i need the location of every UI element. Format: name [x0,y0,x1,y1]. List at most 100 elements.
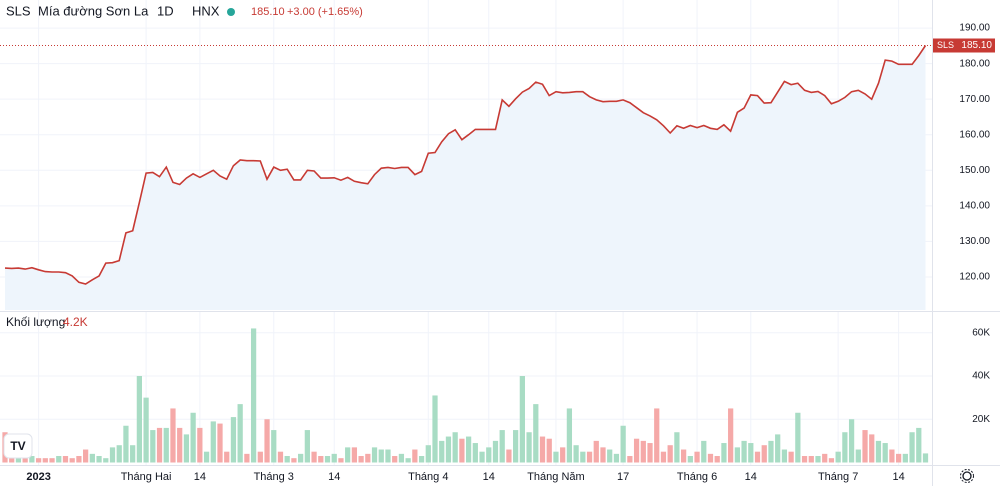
volume-bar [76,456,82,463]
volume-bar [29,456,35,463]
volume-bar [62,456,69,463]
volume-bar [136,376,142,463]
volume-bar [875,440,882,463]
volume-bar [143,397,149,463]
volume-bar [539,436,546,463]
volume-bar [600,447,606,463]
volume-bar [156,427,163,463]
volume-bar [560,447,566,463]
market-status[interactable] [227,8,235,16]
volume-bar [439,440,445,463]
volume-bar [519,376,525,463]
volume-bar [150,430,156,463]
svg-text:TV: TV [10,439,25,453]
volume-bar [405,458,411,463]
price-tag-symbol: SLS [937,40,954,50]
x-tick-label: 14 [745,471,757,483]
volume-bar [230,417,237,463]
y-tick-label: 170.00 [959,94,990,105]
volume-bar [855,449,861,463]
x-tick-label: 14 [483,471,495,483]
volume-bar [553,451,559,463]
interval: 1D [157,3,174,18]
volume-bar [365,453,371,463]
volume-bar [513,430,519,463]
volume-bar [492,440,499,463]
volume-bar [116,445,122,463]
volume-bar [889,449,895,463]
volume-bar [647,443,653,463]
y-tick-label: 20K [972,414,990,425]
volume-bar [130,445,136,463]
volume-bar [109,447,116,463]
y-tick-label: 40K [972,371,990,382]
volume-bar [177,427,183,463]
volume-bar [660,451,667,463]
volume-bar [291,458,297,463]
volume-bar [459,438,465,463]
volume-bar [472,443,478,463]
volume-bar [412,449,418,463]
symbol: SLS [6,3,31,18]
volume-bar [96,456,102,463]
volume-bar [654,408,660,463]
tv-logo[interactable]: TV [3,433,33,459]
x-tick-label: Tháng 7 [818,471,858,483]
volume-bar [808,456,814,463]
volume-bar [922,453,929,463]
volume-bar [640,440,646,463]
volume-bar [324,456,331,463]
settings-icon[interactable] [960,469,974,483]
volume-bar [526,432,532,463]
x-tick-label: Tháng Hai [121,471,172,483]
volume-bar [848,419,855,463]
volume-bar [358,456,364,463]
x-tick-label: 2023 [26,471,50,483]
price-tag [933,38,995,53]
volume-bar [190,412,196,463]
volume-bar [217,423,223,463]
volume-bar [277,451,284,463]
volume-bar [546,438,552,463]
volume-bar [633,438,640,463]
volume-bar [607,449,613,463]
volume-bar [694,451,700,463]
volume-bar [801,456,808,463]
volume-bar [170,408,176,463]
volume-bar [593,440,599,463]
volume-bar [486,447,492,463]
volume-bar [815,456,821,463]
volume-bar [822,453,828,463]
volume-bar [284,456,290,463]
y-tick-label: 130.00 [959,236,990,247]
volume-bar [842,432,848,463]
volume-bar [318,456,324,463]
last-price: 185.10 [251,6,285,18]
volume-title: Khối lượng [6,315,65,329]
volume-bar [197,427,203,463]
volume-bar [345,447,351,463]
volume-bar [862,430,868,463]
volume-bar [728,408,734,463]
y-tick-label: 140.00 [959,200,990,211]
y-tick-label: 180.00 [959,58,990,69]
volume-bar [479,451,485,463]
volume-bar [701,440,707,463]
volume-bar [210,421,216,463]
volume-bar [781,449,788,463]
volume-bar [418,456,425,463]
volume-bar [331,453,337,463]
volume-bar [506,449,512,463]
volume-bar [465,436,472,463]
volume-bar [49,458,55,463]
volume-bar [89,453,95,463]
x-tick-label: 14 [194,471,206,483]
volume-bar [754,451,761,463]
x-tick-label: Tháng 6 [677,471,717,483]
x-tick-label: Tháng 4 [408,471,448,483]
y-tick-label: 160.00 [959,129,990,140]
x-tick-label: 14 [892,471,904,483]
volume-bar [203,451,210,463]
volume-bar [69,458,75,463]
